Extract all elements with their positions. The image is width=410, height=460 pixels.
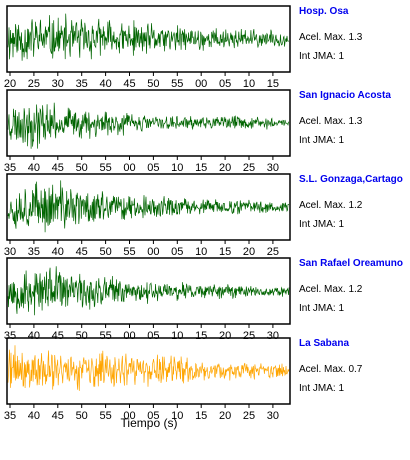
x-tick-label: 10 (243, 78, 255, 90)
panel-3: 30 35 40 45 50 55 00 05 10 15 20 25 S.L. Gonzaga,Car… (4, 173, 403, 258)
panel-frame (6, 5, 291, 73)
x-tick-label: 30 (267, 330, 279, 342)
waveform-line (7, 102, 290, 149)
x-tick-label: 10 (171, 162, 183, 174)
jma-intensity-text: Int JMA: 1 (299, 51, 344, 62)
panel-frame (6, 257, 291, 325)
jma-intensity-text: Int JMA: 1 (299, 303, 344, 314)
x-tick-label: 55 (171, 78, 183, 90)
x-tick-label: 00 (123, 330, 135, 342)
station-name: La Sabana (299, 338, 349, 349)
x-tick-label: 40 (28, 410, 40, 422)
panel-2: 35 40 45 50 55 00 05 10 15 20 25 30 San Ignacio Acos… (4, 89, 391, 174)
x-tick-label: 25 (267, 246, 279, 258)
x-tick-label: 35 (4, 330, 16, 342)
x-tick-label: 35 (28, 246, 40, 258)
max-acceleration-text: Acel. Max. 1.3 (299, 116, 363, 127)
x-tick-label: 05 (147, 410, 159, 422)
x-tick-label: 50 (76, 410, 88, 422)
x-tick-label: 20 (219, 410, 231, 422)
x-tick-label: 20 (4, 78, 16, 90)
x-tick-label: 30 (4, 246, 16, 258)
x-tick-label: 55 (99, 410, 111, 422)
x-tick-label: 15 (267, 78, 279, 90)
x-tick-label: 55 (99, 162, 111, 174)
x-tick-label: 40 (52, 246, 64, 258)
x-tick-label: 45 (52, 162, 64, 174)
x-tick-label: 25 (243, 330, 255, 342)
x-tick-label: 25 (28, 78, 40, 90)
x-tick-label: 15 (195, 410, 207, 422)
waveform-line (7, 345, 290, 391)
x-tick-label: 05 (171, 246, 183, 258)
x-tick-label: 10 (171, 410, 183, 422)
x-tick-label: 00 (123, 410, 135, 422)
station-name: Hosp. Osa (299, 6, 349, 17)
x-tick-label: 00 (147, 246, 159, 258)
station-name: San Rafael Oreamuno (299, 258, 403, 269)
x-tick-label: 25 (243, 162, 255, 174)
x-tick-label: 55 (123, 246, 135, 258)
x-tick-label: 50 (76, 330, 88, 342)
x-tick-label: 45 (52, 410, 64, 422)
x-tick-label: 15 (219, 246, 231, 258)
panel-frame (6, 89, 291, 157)
x-tick-label: 50 (99, 246, 111, 258)
panel-4: 35 40 45 50 55 00 05 10 15 20 25 30 San Rafael Oream… (4, 257, 403, 342)
x-tick-label: 30 (52, 78, 64, 90)
x-tick-label: 05 (147, 330, 159, 342)
waveform-line (7, 13, 290, 61)
panel-frame (6, 173, 291, 241)
x-tick-label: 55 (99, 330, 111, 342)
max-acceleration-text: Acel. Max. 1.2 (299, 200, 363, 211)
jma-intensity-text: Int JMA: 1 (299, 219, 344, 230)
x-tick-label: 30 (267, 410, 279, 422)
panel-5: 35 40 45 50 55 00 05 10 15 20 25 30 La Sabana Acel. M… (4, 337, 363, 422)
x-tick-label: 05 (147, 162, 159, 174)
x-axis-label: Tiempo (s) (121, 416, 178, 430)
x-tick-label: 20 (219, 162, 231, 174)
x-tick-label: 40 (28, 330, 40, 342)
jma-intensity-text: Int JMA: 1 (299, 383, 344, 394)
max-acceleration-text: Acel. Max. 0.7 (299, 364, 363, 375)
x-tick-label: 15 (195, 330, 207, 342)
x-tick-label: 05 (219, 78, 231, 90)
x-tick-label: 45 (52, 330, 64, 342)
x-tick-label: 20 (243, 246, 255, 258)
waveform-line (7, 180, 290, 233)
x-tick-label: 20 (219, 330, 231, 342)
x-tick-label: 35 (4, 410, 16, 422)
panel-1: 20 25 30 35 40 45 50 55 00 05 10 15 Hosp. Osa Acel. M… (4, 5, 363, 90)
x-tick-label: 45 (123, 78, 135, 90)
x-tick-label: 10 (171, 330, 183, 342)
x-tick-label: 00 (123, 162, 135, 174)
x-tick-label: 40 (28, 162, 40, 174)
station-name: S.L. Gonzaga,Cartago (299, 174, 403, 185)
max-acceleration-text: Acel. Max. 1.2 (299, 284, 363, 295)
x-tick-label: 25 (243, 410, 255, 422)
station-name: San Ignacio Acosta (299, 90, 391, 101)
x-tick-label: 35 (4, 162, 16, 174)
x-tick-label: 10 (195, 246, 207, 258)
x-tick-label: 00 (195, 78, 207, 90)
x-tick-label: 15 (195, 162, 207, 174)
x-tick-label: 30 (267, 162, 279, 174)
x-tick-label: 50 (147, 78, 159, 90)
panel-frame (6, 337, 291, 405)
x-tick-label: 40 (99, 78, 111, 90)
x-tick-label: 50 (76, 162, 88, 174)
x-tick-label: 45 (76, 246, 88, 258)
x-tick-label: 35 (76, 78, 88, 90)
waveform-line (7, 266, 290, 316)
max-acceleration-text: Acel. Max. 1.3 (299, 32, 363, 43)
jma-intensity-text: Int JMA: 1 (299, 135, 344, 146)
